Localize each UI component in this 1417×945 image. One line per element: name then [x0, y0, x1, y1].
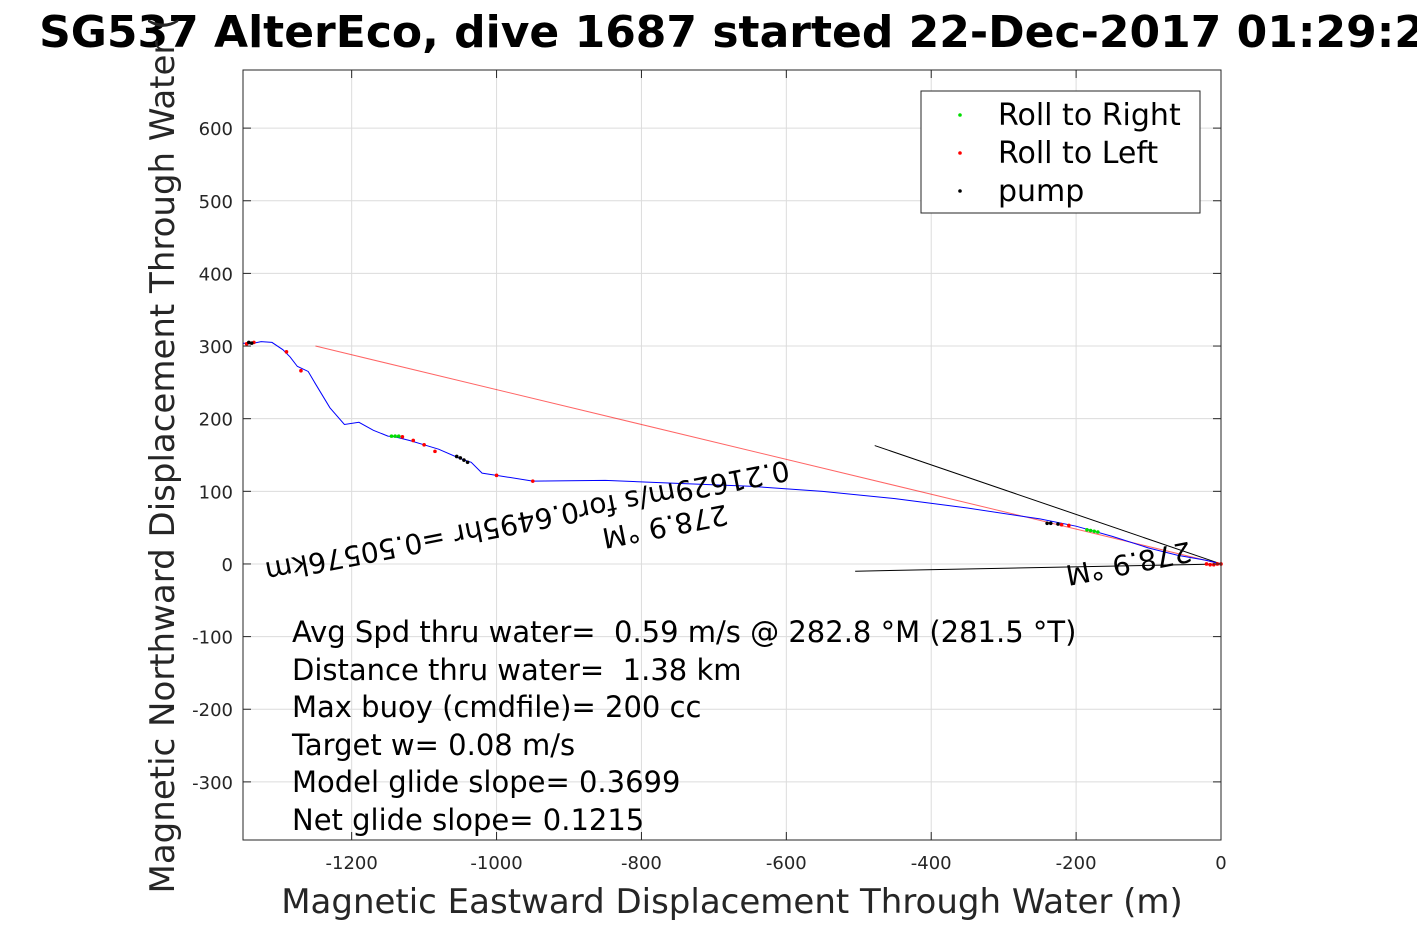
chart-title: SG537 AlterEco, dive 1687 started 22-Dec…: [39, 7, 1417, 58]
roll-left-point: [1067, 523, 1071, 528]
annotation-block: Avg Spd thru water= 0.59 m/s @ 282.8 °M …: [291, 615, 1076, 837]
legend-label-roll-left: Roll to Left: [998, 136, 1158, 171]
y-tick-label: 300: [199, 337, 233, 358]
x-tick-label: -400: [911, 853, 952, 874]
guide-lines: [315, 345, 1222, 572]
annotation-avg-speed: Avg Spd thru water= 0.59 m/s @ 282.8 °M …: [292, 615, 1076, 649]
pump-point: [1045, 521, 1049, 526]
pump-point: [458, 456, 463, 460]
legend-box: [920, 90, 1201, 214]
pump-point: [1056, 522, 1060, 526]
pump-point: [246, 340, 251, 345]
roll-right-point: [1092, 529, 1097, 534]
legend-marker-roll-left: [958, 151, 962, 155]
tick-layer: -1200 -1000 -800 -600 -400 -200 06005004003002…: [192, 70, 1227, 874]
roll-left-point: [530, 479, 535, 483]
legend-marker-pump: [958, 189, 962, 193]
x-tick-label: -1000: [470, 853, 522, 874]
y-axis-label: Magnetic Northward Displacement Through …: [143, 17, 183, 894]
track-line: [242, 341, 1222, 565]
y-tick-label: 200: [199, 410, 233, 431]
roll-left-point: [400, 435, 405, 439]
roll-left-point: [433, 449, 437, 454]
y-tick-label: 600: [199, 119, 233, 140]
legend-label-roll-right: Roll to Right: [998, 98, 1181, 133]
roll-left-point: [422, 443, 426, 447]
x-tick-label: 0: [1215, 853, 1226, 874]
pump-point: [249, 341, 254, 345]
x-tick-label: -600: [766, 853, 807, 874]
y-tick-label: 0: [222, 555, 233, 576]
annotation-distance: Distance thru water= 1.38 km: [292, 653, 742, 687]
roll-right-point: [1085, 528, 1089, 532]
plot-frame: [242, 69, 1222, 841]
guide-line: [855, 563, 1222, 572]
roll-right-point: [396, 434, 401, 438]
pump-point: [454, 454, 459, 459]
x-tick-label: -800: [621, 853, 662, 874]
roll-left-point: [299, 368, 303, 373]
x-axis-label: Magnetic Eastward Displacement Through W…: [281, 882, 1183, 922]
legend-label-pump: pump: [998, 174, 1084, 209]
y-tick-label: -200: [192, 700, 233, 721]
y-tick-label: 100: [199, 482, 233, 503]
annotation-target-w: Target w= 0.08 m/s: [291, 728, 575, 762]
y-tick-label: -300: [192, 773, 233, 794]
roll-left-point: [1208, 562, 1212, 567]
current-line: [315, 345, 1222, 565]
roll-left-point: [494, 473, 499, 478]
roll-left-point: [1211, 562, 1216, 567]
grid-lines: [243, 70, 1222, 840]
marker-layer: [244, 340, 1223, 567]
annotation-net-glide-slope: Net glide slope= 0.1215: [292, 803, 644, 837]
roll-right-point: [1096, 530, 1100, 534]
roll-right-point: [389, 434, 394, 438]
roll-right-point: [393, 434, 397, 438]
y-tick-label: 500: [199, 192, 233, 213]
pump-point: [465, 460, 470, 465]
roll-left-point: [1059, 522, 1064, 527]
track-layer: [242, 341, 1222, 565]
y-tick-label: -100: [192, 628, 233, 649]
guide-line: [874, 445, 1222, 565]
pump-point: [462, 458, 466, 462]
x-tick-label: -1200: [326, 853, 378, 874]
annotation-max-buoy: Max buoy (cmdfile)= 200 cc: [292, 690, 701, 724]
roll-left-point: [411, 438, 416, 443]
legend-marker-roll-right: [958, 113, 962, 117]
roll-left-point: [284, 350, 289, 354]
pump-point: [1048, 521, 1053, 526]
roll-right-point: [1088, 528, 1093, 533]
legend: Roll to Right Roll to Left pump: [920, 90, 1201, 214]
x-tick-label: -200: [1056, 853, 1097, 874]
roll-left-point: [1204, 562, 1209, 566]
y-tick-label: 400: [199, 264, 233, 285]
annotation-model-glide-slope: Model glide slope= 0.3699: [292, 765, 680, 799]
